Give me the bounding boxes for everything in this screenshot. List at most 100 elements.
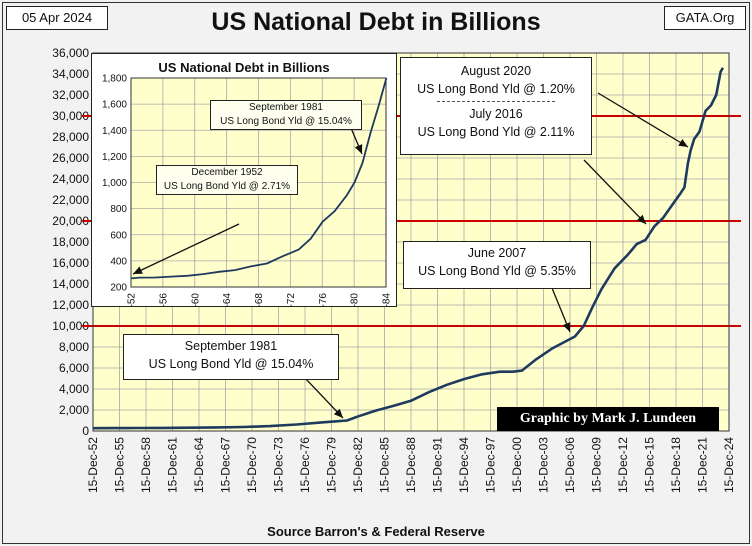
inset-annotation-sep1981: September 1981 US Long Bond Yld @ 15.04% [210,100,362,130]
x-tick-label: 15-Dec-97 [484,437,498,493]
inset-x-tick-label: 15-Dec-60 [190,293,201,306]
inset-y-tick-label: 400 [110,256,127,267]
x-tick-label: 15-Dec-94 [457,437,471,493]
y-tick-label: 8,000 [59,340,89,354]
x-tick-label: 15-Dec-70 [245,437,259,493]
inset-y-tick-label: 1,400 [102,126,127,137]
annotation-line: US Long Bond Yld @ 2.11% [417,125,575,139]
graphic-credit: Graphic by Mark J. Lundeen [497,407,719,431]
inset-annotation-dec1952: December 1952 US Long Bond Yld @ 2.71% [156,165,298,195]
inset-x-tick-label: 15-Dec-64 [222,293,233,306]
x-tick-label: 15-Dec-52 [86,437,100,493]
inset-x-tick-label: 15-Dec-52 [127,293,138,306]
annotation-aug2020-jul2016: August 2020 US Long Bond Yld @ 1.20% Jul… [400,57,592,155]
y-tick-label: 28,000 [52,130,89,144]
annotation-arrow-aug2020-head [678,138,688,147]
annotation-separator [437,101,555,102]
y-tick-label: 24,000 [52,172,89,186]
annotation-line: June 2007 [467,246,527,260]
x-tick-label: 15-Dec-12 [616,437,630,493]
inset-y-tick-label: 1,200 [102,152,127,163]
inset-y-tick-label: 1,800 [102,74,127,85]
inset-annotation-arrow-dec1952-head [133,266,143,274]
x-tick-label: 15-Dec-79 [325,437,339,493]
y-tick-label: 18,000 [52,235,89,249]
y-tick-label: 14,000 [52,277,89,291]
y-tick-label: 2,000 [59,403,89,417]
x-tick-label: 15-Dec-58 [139,437,153,493]
x-tick-label: 15-Dec-18 [669,437,683,493]
inset-annotation-line: September 1981 [249,102,323,113]
x-tick-label: 15-Dec-15 [643,437,657,493]
y-tick-label: 34,000 [52,67,89,81]
x-tick-label: 15-Dec-09 [590,437,604,493]
inset-annotation-line: US Long Bond Yld @ 15.04% [220,116,352,127]
inset-x-tick-label: 15-Dec-56 [158,293,169,306]
y-tick-label: 6,000 [59,361,89,375]
annotation-line: July 2016 [469,107,523,121]
y-tick-label: 0 [82,424,89,438]
inset-y-tick-label: 600 [110,230,127,241]
inset-y-tick-label: 200 [110,283,127,294]
y-tick-label: 26,000 [52,151,89,165]
inset-x-tick-label: 15-Dec-84 [382,293,393,306]
annotation-line: September 1981 [184,339,278,353]
x-tick-label: 15-Dec-64 [192,437,206,493]
x-tick-label: 15-Dec-21 [696,437,710,493]
y-tick-label: 12,000 [52,298,89,312]
annotation-line: August 2020 [460,64,532,78]
annotation-arrow-aug2020 [597,92,689,148]
site-label: GATA.Org [664,6,746,30]
y-tick-label: 16,000 [52,256,89,270]
y-tick-label: 10,000 [52,319,89,333]
y-tick-label: 22,000 [52,193,89,207]
y-tick-label: 36,000 [52,46,89,60]
annotation-arrow-jul2016-head [636,214,646,224]
annotation-line: US Long Bond Yld @ 15.04% [148,357,314,371]
x-tick-label: 15-Dec-82 [351,437,365,493]
inset-y-tick-label: 1,600 [102,100,127,111]
inset-plot-border [130,77,387,288]
inset-title: US National Debt in Billions [158,60,330,75]
date-label: 05 Apr 2024 [6,6,108,30]
x-tick-label: 15-Dec-24 [722,437,736,493]
source-note: Source Barron's & Federal Reserve [267,524,485,539]
annotation-arrow-jun2007-head [562,322,571,332]
x-tick-label: 15-Dec-61 [166,437,180,493]
inset-x-tick-label: 15-Dec-80 [350,293,361,306]
annotation-sep1981: September 1981 US Long Bond Yld @ 15.04% [123,334,339,380]
x-tick-label: 15-Dec-06 [563,437,577,493]
y-tick-label: 30,000 [52,109,89,123]
inset-chart: 200 400 600 800 1,000 1,200 1,400 1,600 1,800 15-… [91,53,397,307]
annotation-jun2007: June 2007 US Long Bond Yld @ 5.35% [403,241,591,289]
x-tick-label: 15-Dec-00 [510,437,524,493]
x-tick-label: 15-Dec-76 [298,437,312,493]
x-tick-label: 15-Dec-73 [272,437,286,493]
inset-x-tick-label: 15-Dec-72 [286,293,297,306]
debt-series-line [92,67,725,430]
x-tick-label: 15-Dec-55 [113,437,127,493]
y-tick-label: 20,000 [52,214,89,228]
y-tick-label: 32,000 [52,88,89,102]
annotation-line: US Long Bond Yld @ 5.35% [418,264,576,278]
inset-annotation-arrow-dec1952 [132,223,240,275]
annotation-arrow-jul2016 [583,159,647,225]
inset-x-tick-label: 15-Dec-68 [254,293,265,306]
annotation-line: US Long Bond Yld @ 1.20% [417,82,575,96]
x-tick-label: 15-Dec-85 [378,437,392,493]
y-tick-label: 4,000 [59,382,89,396]
inset-y-tick-label: 800 [110,204,127,215]
inset-debt-series-line [130,77,388,280]
annotation-arrow-sep1981-head [333,408,343,418]
x-tick-label: 15-Dec-67 [219,437,233,493]
inset-y-tick-label: 1,000 [102,178,127,189]
x-tick-label: 15-Dec-88 [404,437,418,493]
x-tick-label: 15-Dec-91 [431,437,445,493]
inset-annotation-arrow-sep1981-head [354,144,363,154]
chart-title: US National Debt in Billions [211,8,541,36]
annotation-arrow-sep1981 [304,377,344,419]
inset-annotation-line: US Long Bond Yld @ 2.71% [163,181,291,192]
inset-x-tick-label: 15-Dec-76 [318,293,329,306]
inset-annotation-line: December 1952 [191,167,263,178]
x-tick-label: 15-Dec-03 [537,437,551,493]
